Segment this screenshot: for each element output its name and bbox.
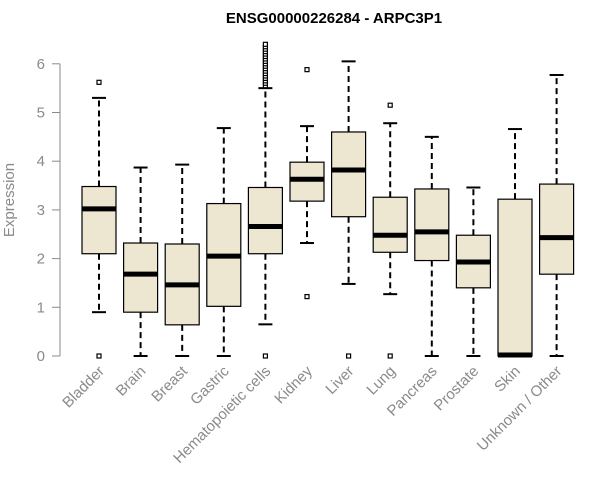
x-tick-label: Breast [148, 362, 191, 405]
box [81, 185, 117, 255]
box [247, 186, 283, 255]
box [414, 188, 450, 262]
y-tick-label: 0 [37, 348, 45, 365]
box-group [414, 135, 450, 357]
x-tick-label: Brain [113, 363, 150, 400]
outlier-point [304, 293, 310, 300]
box [331, 131, 367, 218]
box-group [81, 79, 117, 359]
outlier-point [387, 102, 393, 108]
outlier-point [346, 353, 352, 359]
y-tick-label: 2 [37, 251, 45, 268]
y-tick-label: 6 [37, 56, 45, 73]
box-group [538, 74, 575, 357]
y-tick-label: 1 [37, 299, 45, 316]
box-group [497, 128, 533, 358]
outlier-point [96, 79, 102, 85]
chart-title: ENSG00000226284 - ARPC3P1 [226, 10, 442, 27]
box-group [247, 41, 283, 359]
box-group [122, 166, 159, 357]
box [372, 196, 408, 253]
box [122, 242, 159, 313]
x-tick-label: Lung [363, 363, 399, 399]
boxes [81, 41, 575, 359]
outlier-point [304, 67, 310, 73]
outlier-point [387, 353, 393, 359]
y-axis: 0 1 2 3 4 5 6 [37, 56, 61, 365]
box-group [372, 102, 408, 359]
x-tick-label: Liver [322, 363, 357, 398]
box [538, 183, 575, 275]
y-axis-label: Expression [1, 163, 18, 237]
box-group [331, 60, 367, 359]
y-tick-label: 4 [37, 153, 45, 170]
y-tick-label: 5 [37, 105, 45, 122]
x-tick-label: Skin [491, 363, 524, 396]
outlier-point [262, 353, 268, 359]
outlier-point [96, 353, 102, 359]
x-tick-label: Prostate [431, 363, 483, 415]
box-group [164, 163, 200, 357]
box [497, 198, 533, 357]
x-tick-label: Bladder [59, 363, 108, 412]
outlier-point [262, 41, 268, 47]
box-group [289, 67, 325, 300]
x-tick-label: Kidney [271, 362, 316, 407]
box-group [206, 127, 242, 357]
box-group [455, 186, 491, 357]
y-tick-label: 3 [37, 202, 45, 219]
